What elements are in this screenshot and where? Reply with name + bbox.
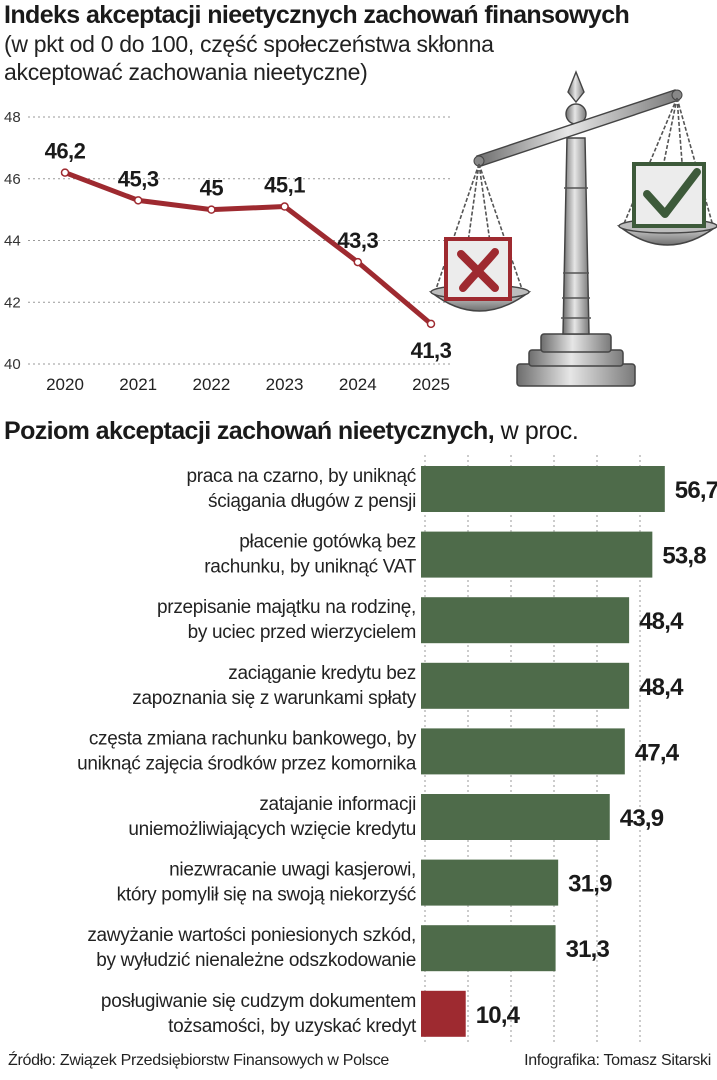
category-label-line: by wyłudzić nienależne odszkodowanie [96, 950, 416, 971]
bar [421, 597, 630, 644]
category-label: zawyżanie wartości poniesionych szkód, by… [87, 925, 416, 971]
data-label: 45,3 [118, 166, 159, 191]
data-label: 46,2 [45, 139, 86, 164]
category-label-line: ściągania długów z pensji [208, 491, 416, 512]
source-note: Źródło: Związek Przedsiębiorstw Finansow… [8, 1052, 389, 1069]
x-tick-label: 2022 [192, 375, 230, 394]
category-label: niezwracanie uwagi kasjerowi, który pomyl… [117, 860, 416, 906]
subtitle-line-1: (w pkt od 0 do 100, część społeczeństwa … [4, 31, 494, 57]
bar [421, 466, 665, 512]
category-label-line: zaciąganie kredytu bez [228, 663, 416, 684]
bar [421, 859, 559, 906]
x-tick-label: 2024 [339, 375, 377, 394]
data-point [426, 319, 436, 329]
category-label-line: uniknąć zajęcia środków przez komornika [77, 753, 417, 774]
category-label: płacenie gotówką bez rachunku, by uniknąć… [204, 532, 416, 578]
data-label: 45 [200, 176, 224, 201]
bar-chart-title: Poziom akceptacji zachowań nieetycznych,… [4, 415, 579, 447]
value-label: 47,4 [635, 739, 680, 766]
y-tick-label: 46 [4, 171, 21, 188]
category-label-line: posługiwanie się cudzym dokumentem [101, 991, 416, 1012]
value-label: 31,3 [566, 936, 610, 963]
data-label: 45,1 [264, 173, 305, 198]
category-label-line: płacenie gotówką bez [239, 532, 416, 553]
y-tick-label: 44 [4, 233, 21, 250]
value-label: 56,7 [675, 477, 717, 504]
value-label: 48,4 [639, 608, 684, 635]
category-label-line: przepisanie majątku na rodzinę, [157, 597, 416, 618]
header: Indeks akceptacji nieetycznych zachowań … [4, 0, 716, 86]
bar-title-bold: Poziom akceptacji zachowań nieetycznych, [4, 417, 495, 445]
category-label-line: rachunku, by uniknąć VAT [204, 557, 416, 578]
data-label: 43,3 [337, 228, 378, 253]
category-label-line: częsta zmiana rachunku bankowego, by [89, 728, 417, 749]
line-chart: 40 42 44 46 48 2020 2021 2022 2023 2024 2025 46,2 45… [4, 109, 452, 394]
main-title: Indeks akceptacji nieetycznych zachowań … [4, 1, 630, 29]
bar-title-normal: w proc. [494, 417, 579, 445]
category-label-line: zawyżanie wartości poniesionych szkód, [87, 925, 416, 946]
x-tick-label: 2020 [46, 375, 84, 394]
data-point [353, 257, 363, 267]
data-point [280, 202, 289, 211]
scale-of-justice-icon [428, 70, 717, 387]
data-point [133, 196, 143, 205]
x-tick-label: 2023 [266, 375, 304, 394]
y-tick-label: 42 [4, 294, 21, 311]
bar [421, 662, 630, 709]
bar [421, 794, 610, 840]
category-label: zatajanie informacji uniemożliwiających w… [128, 794, 416, 840]
category-label-line: zapoznania się z warunkami spłaty [132, 688, 416, 709]
bar [421, 531, 653, 578]
data-point [60, 168, 70, 177]
subtitle-line-2: akceptować zachowania nieetyczne) [4, 59, 368, 85]
category-label: częsta zmiana rachunku bankowego, by unik… [77, 728, 417, 774]
y-tick-label: 40 [4, 356, 21, 373]
data-point [207, 205, 216, 214]
category-label: przepisanie majątku na rodzinę, by uciec … [157, 597, 416, 643]
category-label-line: by uciec przed wierzycielem [188, 622, 416, 643]
bar [421, 925, 556, 972]
data-label: 41,3 [411, 338, 452, 363]
category-label: posługiwanie się cudzym dokumentem tożsam… [101, 991, 417, 1037]
value-label: 31,9 [568, 871, 612, 898]
credit-note: Infografika: Tomasz Sitarski [524, 1052, 711, 1069]
bar-chart: 56,7 praca na czarno, by uniknąć ściągania… [77, 455, 717, 1042]
x-tick-label: 2025 [412, 375, 450, 394]
value-label: 53,8 [662, 543, 706, 570]
category-label-line: który pomylił się na swoją niekorzyść [117, 885, 416, 906]
series-line [62, 170, 434, 327]
category-label-line: uniemożliwiających wzięcie kredytu [128, 819, 416, 840]
bar [421, 728, 625, 775]
x-tick-label: 2021 [119, 375, 157, 394]
check-mark-icon [632, 162, 706, 228]
value-label: 43,9 [620, 805, 664, 832]
bar [421, 990, 466, 1037]
category-label-line: niezwracanie uwagi kasjerowi, [169, 860, 416, 881]
y-tick-label: 48 [4, 109, 21, 126]
value-label: 10,4 [476, 1002, 521, 1029]
value-label: 48,4 [639, 674, 684, 701]
category-label: zaciąganie kredytu bez zapoznania się z w… [132, 663, 416, 709]
category-label-line: zatajanie informacji [259, 794, 416, 815]
x-mark-icon [444, 237, 512, 301]
category-label-line: praca na czarno, by uniknąć [186, 466, 416, 487]
category-label-line: tożsamości, by uzyskać kredyt [168, 1016, 417, 1037]
category-label: praca na czarno, by uniknąć ściągania dłu… [186, 466, 416, 512]
